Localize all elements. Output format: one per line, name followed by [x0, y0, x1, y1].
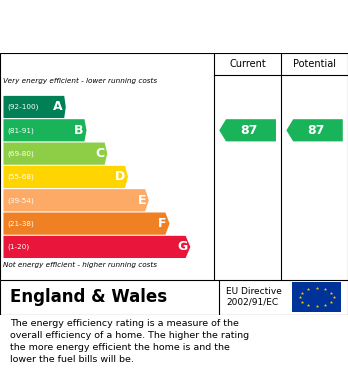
Text: B: B	[74, 124, 84, 137]
Text: C: C	[95, 147, 104, 160]
Bar	[292, 282, 341, 312]
Text: Very energy efficient - lower running costs: Very energy efficient - lower running co…	[3, 78, 158, 84]
Text: 87: 87	[240, 124, 258, 137]
Polygon shape	[3, 166, 128, 188]
Text: F: F	[158, 217, 167, 230]
Polygon shape	[3, 96, 66, 118]
Text: (92-100): (92-100)	[8, 104, 39, 110]
Polygon shape	[286, 119, 343, 142]
Text: Energy Efficiency Rating: Energy Efficiency Rating	[10, 17, 239, 36]
Text: (81-91): (81-91)	[8, 127, 34, 134]
Polygon shape	[3, 119, 87, 142]
Text: The energy efficiency rating is a measure of the
overall efficiency of a home. T: The energy efficiency rating is a measur…	[10, 319, 250, 364]
Text: 2002/91/EC: 2002/91/EC	[226, 298, 278, 307]
Text: D: D	[115, 170, 125, 183]
Polygon shape	[219, 119, 276, 142]
Text: A: A	[53, 100, 63, 113]
Text: EU Directive: EU Directive	[226, 287, 282, 296]
Text: E: E	[137, 194, 146, 207]
Text: (55-68): (55-68)	[8, 174, 34, 180]
Text: (21-38): (21-38)	[8, 221, 34, 227]
Polygon shape	[3, 212, 169, 235]
Text: G: G	[177, 240, 188, 253]
Text: Potential: Potential	[293, 59, 336, 69]
Text: Not energy efficient - higher running costs: Not energy efficient - higher running co…	[3, 262, 158, 267]
Text: (69-80): (69-80)	[8, 151, 34, 157]
Polygon shape	[3, 189, 149, 212]
Polygon shape	[3, 236, 190, 258]
Text: 87: 87	[307, 124, 325, 137]
Text: England & Wales: England & Wales	[10, 288, 168, 306]
Text: Current: Current	[229, 59, 266, 69]
Text: (1-20): (1-20)	[8, 244, 30, 250]
Polygon shape	[3, 143, 107, 165]
Text: (39-54): (39-54)	[8, 197, 34, 204]
